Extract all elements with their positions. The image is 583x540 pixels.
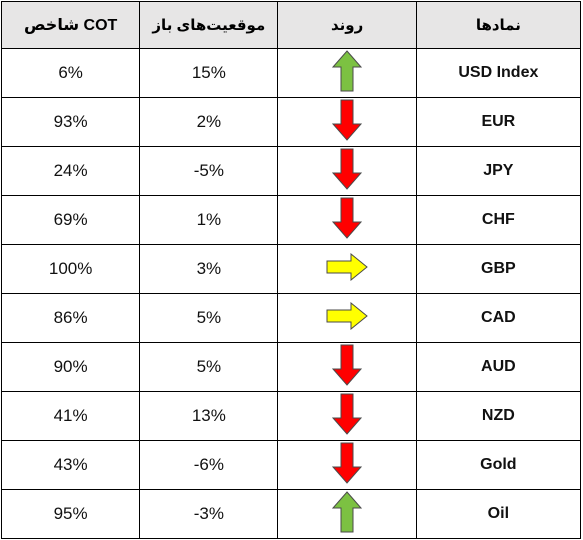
- symbol-cell: CHF: [415, 195, 582, 245]
- cot-index-cell: 41%: [0, 391, 141, 441]
- cot-index-cell: 90%: [0, 342, 141, 392]
- symbol-cell: JPY: [415, 146, 582, 196]
- red-down-arrow-icon: [332, 197, 363, 239]
- cot-index-cell: 6%: [0, 48, 141, 98]
- trend-cell: [277, 48, 417, 98]
- symbol-cell: EUR: [415, 97, 582, 147]
- table-row: 100% 3% GBP: [0, 244, 582, 294]
- yellow-right-arrow-icon: [326, 252, 368, 281]
- table-row: 24% -5% JPY: [0, 146, 582, 196]
- trend-cell: [277, 440, 417, 490]
- trend-cell: [277, 489, 417, 539]
- symbol-cell: CAD: [415, 293, 582, 343]
- header-open-positions: موقعیت‌های باز: [139, 1, 279, 49]
- red-down-arrow-icon: [332, 442, 363, 484]
- yellow-right-arrow-icon: [326, 301, 368, 330]
- red-down-arrow-icon: [332, 148, 363, 190]
- symbol-cell: GBP: [415, 244, 582, 294]
- red-down-arrow-icon: [332, 99, 363, 141]
- table-row: 90% 5% AUD: [0, 342, 582, 392]
- green-up-arrow-icon: [332, 490, 363, 533]
- trend-cell: [277, 195, 417, 245]
- open-positions-cell: 15%: [139, 48, 279, 98]
- open-positions-cell: -3%: [139, 489, 279, 539]
- cot-index-cell: 93%: [0, 97, 141, 147]
- open-positions-cell: 13%: [139, 391, 279, 441]
- table-row: 86% 5% CAD: [0, 293, 582, 343]
- cot-index-cell: 43%: [0, 440, 141, 490]
- symbol-cell: NZD: [415, 391, 582, 441]
- cot-index-cell: 86%: [0, 293, 141, 343]
- cot-index-cell: 100%: [0, 244, 141, 294]
- symbol-cell: Oil: [415, 489, 582, 539]
- open-positions-cell: 1%: [139, 195, 279, 245]
- table-row: 69% 1% CHF: [0, 195, 582, 245]
- symbol-cell: AUD: [415, 342, 582, 392]
- red-down-arrow-icon: [332, 393, 363, 435]
- open-positions-cell: 2%: [139, 97, 279, 147]
- header-cot-index: شاخص COT: [0, 1, 141, 49]
- header-row: شاخص COT موقعیت‌های باز روند نمادها: [0, 1, 582, 49]
- table-row: 41% 13% NZD: [0, 391, 582, 441]
- open-positions-cell: -5%: [139, 146, 279, 196]
- table-row: 43% -6% Gold: [0, 440, 582, 490]
- table-row: 6% 15% USD Index: [0, 48, 582, 98]
- trend-cell: [277, 391, 417, 441]
- symbol-cell: Gold: [415, 440, 582, 490]
- trend-cell: [277, 293, 417, 343]
- table-row: 95% -3% Oil: [0, 489, 582, 539]
- open-positions-cell: 3%: [139, 244, 279, 294]
- trend-cell: [277, 342, 417, 392]
- header-trend: روند: [277, 1, 417, 49]
- trend-cell: [277, 97, 417, 147]
- cot-index-cell: 95%: [0, 489, 141, 539]
- red-down-arrow-icon: [332, 344, 363, 386]
- open-positions-cell: -6%: [139, 440, 279, 490]
- cot-index-cell: 69%: [0, 195, 141, 245]
- symbol-cell: USD Index: [415, 48, 582, 98]
- cot-index-cell: 24%: [0, 146, 141, 196]
- open-positions-cell: 5%: [139, 342, 279, 392]
- trend-cell: [277, 146, 417, 196]
- table-row: 93% 2% EUR: [0, 97, 582, 147]
- green-up-arrow-icon: [332, 49, 363, 92]
- open-positions-cell: 5%: [139, 293, 279, 343]
- header-symbols: نمادها: [415, 1, 582, 49]
- trend-cell: [277, 244, 417, 294]
